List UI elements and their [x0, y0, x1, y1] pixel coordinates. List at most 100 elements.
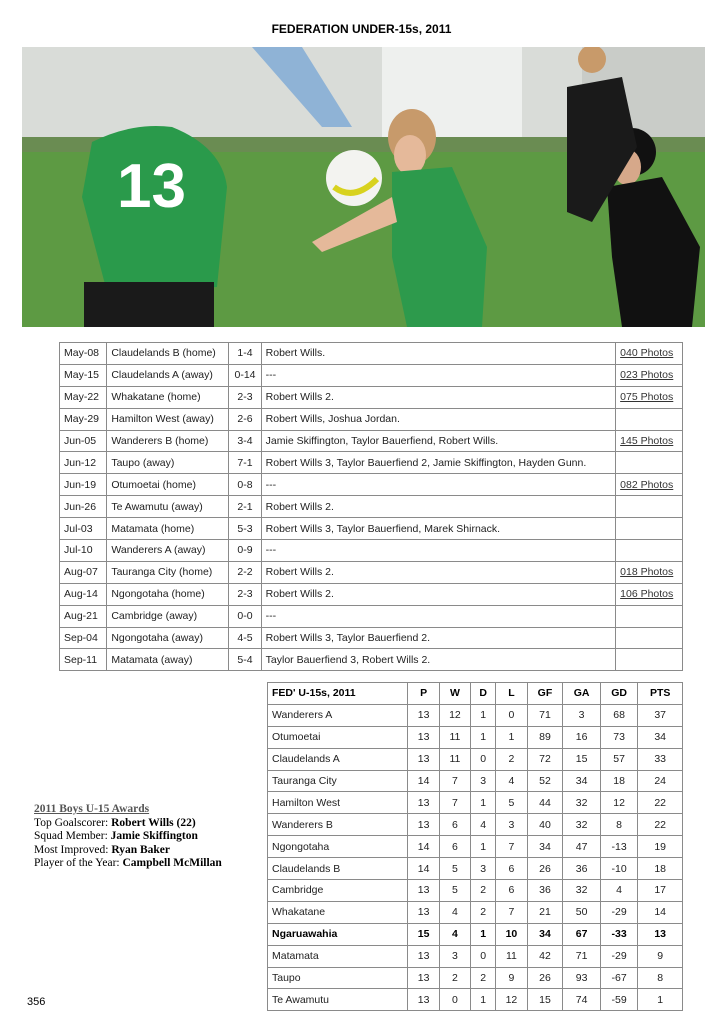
- stat-cell: 7: [438, 791, 472, 815]
- stat-cell: 13: [407, 900, 440, 924]
- stat-cell: 15: [562, 747, 601, 771]
- score-cell: 1-4: [228, 342, 262, 365]
- goal-scorers-cell: Jamie Skiffington, Taylor Bauerfiend, Ro…: [260, 429, 617, 453]
- stat-cell: 5: [495, 791, 528, 815]
- photos-link-cell: 145 Photos: [615, 429, 683, 453]
- photos-link[interactable]: 075 Photos: [620, 391, 674, 404]
- stat-cell: -67: [599, 966, 639, 990]
- photos-link[interactable]: 018 Photos: [620, 566, 674, 579]
- stat-cell: 11: [438, 725, 472, 749]
- standings-table: FED' U-15s, 2011 P W D L GF GA GD PTS Wanderers …: [266, 682, 683, 1012]
- stat-cell: 6: [438, 813, 472, 837]
- stat-cell: 9: [495, 966, 528, 990]
- score-cell: 7-1: [228, 451, 262, 475]
- stat-cell: 4: [438, 900, 472, 924]
- team-name: Te Awamutu: [266, 988, 409, 1012]
- svg-text:13: 13: [117, 152, 186, 221]
- match-date-cell: May-22: [58, 385, 108, 409]
- stat-cell: 14: [407, 769, 440, 793]
- team-name: Claudelands B: [266, 857, 409, 881]
- photos-link-cell: [615, 517, 683, 541]
- match-date-cell: Sep-11: [58, 648, 108, 672]
- score-cell: 0-8: [228, 473, 262, 497]
- stat-cell: 13: [407, 703, 440, 727]
- stat-cell: 71: [526, 703, 564, 727]
- stat-cell: -29: [599, 944, 639, 968]
- stat-cell: 18: [637, 857, 683, 881]
- stat-cell: 3: [470, 857, 497, 881]
- stat-cell: 0: [470, 944, 497, 968]
- score-cell: 2-2: [228, 560, 262, 584]
- photos-link[interactable]: 023 Photos: [620, 369, 674, 382]
- stat-cell: 4: [438, 922, 472, 946]
- stat-cell: 68: [599, 703, 639, 727]
- stat-cell: 12: [438, 703, 472, 727]
- opponent-cell: Matamata (home): [106, 517, 230, 541]
- photos-link[interactable]: 145 Photos: [620, 435, 674, 447]
- goal-scorers-cell: Robert Wills 3, Taylor Bauerfiend 2, Jam…: [260, 451, 617, 475]
- player-center: [312, 109, 487, 327]
- stat-cell: 47: [562, 835, 601, 859]
- photos-link-cell: 075 Photos: [615, 385, 683, 409]
- opponent-cell: Wanderers A (away): [106, 539, 230, 562]
- standings-header: P: [407, 682, 440, 705]
- team-name: Taupo: [266, 966, 409, 990]
- stat-cell: 2: [470, 900, 497, 924]
- team-name: Whakatane: [266, 900, 409, 924]
- goal-scorers-cell: Robert Wills 3, Taylor Bauerfiend 2.: [260, 626, 617, 650]
- stat-cell: 15: [407, 922, 440, 946]
- stat-cell: 71: [562, 944, 601, 968]
- stat-cell: 1: [470, 835, 497, 859]
- standings-header: W: [438, 682, 472, 705]
- results-row: Jun-12 Taupo (away) 7-1 Robert Wills 3, Tay…: [58, 451, 683, 475]
- stat-cell: 19: [637, 835, 683, 859]
- team-name: Wanderers A: [266, 703, 409, 727]
- match-date-cell: Jun-26: [58, 495, 108, 519]
- standings-row: Claudelands B 14 5 3 6 26 36 -10 18: [266, 857, 683, 881]
- stat-cell: 2: [438, 966, 472, 990]
- stat-cell: 32: [562, 813, 601, 837]
- stat-cell: 0: [470, 747, 497, 771]
- results-row: Jul-03 Matamata (home) 5-3 Robert Wills 3, …: [58, 517, 683, 541]
- stat-cell: 14: [637, 900, 683, 924]
- photos-link-cell: [615, 626, 683, 650]
- stat-cell: 5: [438, 879, 472, 902]
- standings-row: Ngaruawahia 15 4 1 10 34 67 -33 13: [266, 922, 683, 946]
- opponent-cell: Taupo (away): [106, 451, 230, 475]
- results-row: Jul-10 Wanderers A (away) 0-9 ---: [58, 539, 683, 562]
- photos-link[interactable]: 106 Photos: [620, 588, 674, 601]
- standings-row: Ngongotaha 14 6 1 7 34 47 -13 19: [266, 835, 683, 859]
- team-name: Otumoetai: [266, 725, 409, 749]
- photos-link-cell: 040 Photos: [615, 342, 683, 365]
- goal-scorers-cell: Robert Wills 3, Taylor Bauerfiend, Marek…: [260, 517, 617, 541]
- opponent-cell: Te Awamutu (away): [106, 495, 230, 519]
- stat-cell: 7: [495, 835, 528, 859]
- stat-cell: 13: [407, 725, 440, 749]
- match-date-cell: Jun-05: [58, 429, 108, 453]
- stat-cell: 6: [438, 835, 472, 859]
- opponent-cell: Claudelands A (away): [106, 363, 230, 387]
- stat-cell: 0: [495, 703, 528, 727]
- stat-cell: 1: [470, 922, 497, 946]
- stat-cell: 13: [407, 988, 440, 1012]
- stat-cell: 5: [438, 857, 472, 881]
- stat-cell: 37: [637, 703, 683, 727]
- standings-row: Te Awamutu 13 0 1 12 15 74 -59 1: [266, 988, 683, 1012]
- stat-cell: -59: [599, 988, 639, 1012]
- stat-cell: 67: [562, 922, 601, 946]
- team-photo: 13: [22, 47, 705, 327]
- match-date-cell: Aug-14: [58, 582, 108, 606]
- photos-link-cell: [615, 648, 683, 672]
- standings-row: Hamilton West 13 7 1 5 44 32 12 22: [266, 791, 683, 815]
- photos-link-cell: 082 Photos: [615, 473, 683, 497]
- stat-cell: 3: [438, 944, 472, 968]
- photos-link[interactable]: 082 Photos: [620, 478, 674, 491]
- score-cell: 3-4: [228, 429, 262, 453]
- photos-link[interactable]: 040 Photos: [620, 347, 674, 360]
- stat-cell: 1: [637, 988, 683, 1012]
- awards-section: 2011 Boys U-15 Awards Top Goalscorer: Ro…: [34, 803, 222, 871]
- photos-link-cell: 023 Photos: [615, 363, 683, 387]
- results-row: May-29 Hamilton West (away) 2-6 Robert Will…: [58, 407, 683, 431]
- score-cell: 0-14: [228, 363, 262, 387]
